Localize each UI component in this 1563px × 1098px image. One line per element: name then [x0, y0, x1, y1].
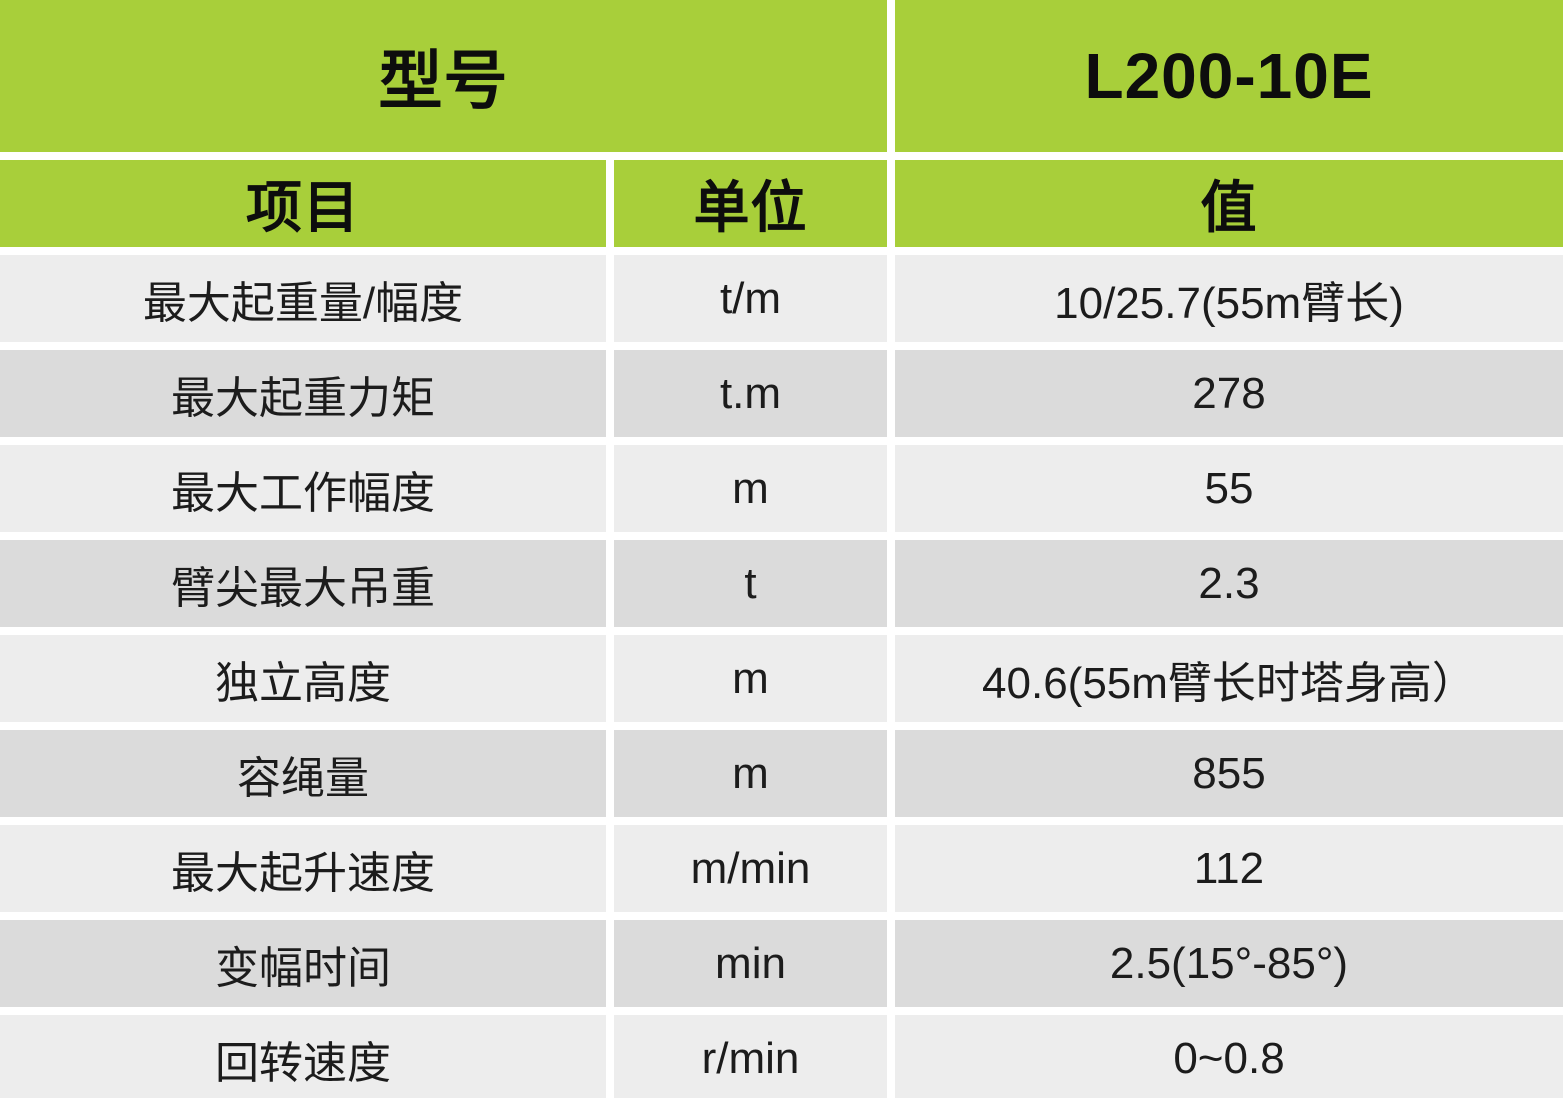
- table-row: 最大工作幅度 m 55: [0, 445, 1563, 532]
- table-row: 臂尖最大吊重 t 2.3: [0, 540, 1563, 627]
- spec-value: 0~0.8: [895, 1015, 1563, 1098]
- table-row: 容绳量 m 855: [0, 730, 1563, 817]
- spec-value: 2.3: [895, 540, 1563, 627]
- column-header-row: 项目 单位 值: [0, 160, 1563, 247]
- table-row: 最大起升速度 m/min 112: [0, 825, 1563, 912]
- spec-value: 855: [895, 730, 1563, 817]
- table-row: 回转速度 r/min 0~0.8: [0, 1015, 1563, 1098]
- spec-item-label: 最大工作幅度: [0, 445, 606, 532]
- table-row: 最大起重量/幅度 t/m 10/25.7(55m臂长): [0, 255, 1563, 342]
- spec-item-label: 最大起升速度: [0, 825, 606, 912]
- spec-unit: r/min: [614, 1015, 887, 1098]
- spec-value: 2.5(15°-85°): [895, 920, 1563, 1007]
- spec-item-label: 臂尖最大吊重: [0, 540, 606, 627]
- spec-item-label: 容绳量: [0, 730, 606, 817]
- spec-item-label: 回转速度: [0, 1015, 606, 1098]
- col-header-unit: 单位: [614, 160, 887, 247]
- model-number: L200-10E: [895, 0, 1563, 152]
- spec-unit: min: [614, 920, 887, 1007]
- spec-value: 112: [895, 825, 1563, 912]
- spec-unit: t/m: [614, 255, 887, 342]
- table-row: 变幅时间 min 2.5(15°-85°): [0, 920, 1563, 1007]
- spec-unit: m: [614, 445, 887, 532]
- spec-unit: t: [614, 540, 887, 627]
- model-header-row: 型号 L200-10E: [0, 0, 1563, 152]
- spec-value: 40.6(55m臂长时塔身高）: [895, 635, 1563, 722]
- table-row: 独立高度 m 40.6(55m臂长时塔身高）: [0, 635, 1563, 722]
- col-header-value: 值: [895, 160, 1563, 247]
- spec-value: 278: [895, 350, 1563, 437]
- spec-unit: t.m: [614, 350, 887, 437]
- spec-item-label: 独立高度: [0, 635, 606, 722]
- spec-unit: m: [614, 730, 887, 817]
- model-header-label: 型号: [0, 0, 887, 152]
- spec-value: 55: [895, 445, 1563, 532]
- spec-item-label: 最大起重力矩: [0, 350, 606, 437]
- spec-unit: m/min: [614, 825, 887, 912]
- table-row: 最大起重力矩 t.m 278: [0, 350, 1563, 437]
- spec-item-label: 最大起重量/幅度: [0, 255, 606, 342]
- spec-unit: m: [614, 635, 887, 722]
- spec-value: 10/25.7(55m臂长): [895, 255, 1563, 342]
- spec-item-label: 变幅时间: [0, 920, 606, 1007]
- col-header-item: 项目: [0, 160, 606, 247]
